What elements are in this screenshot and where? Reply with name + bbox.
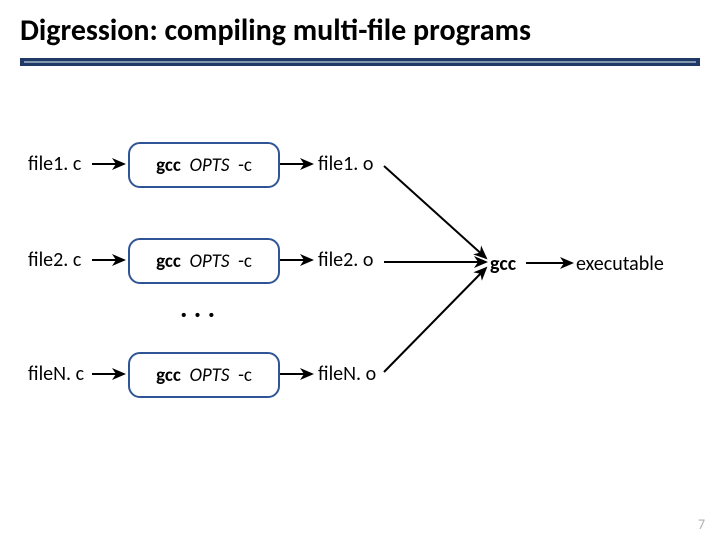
gcc-flag-2: -c [238,250,252,273]
source-file-n: fileN. c [28,362,84,386]
gcc-opts-n: OPTS [189,364,229,387]
gcc-flag-n: -c [238,364,252,387]
gcc-opts-1: OPTS [189,154,229,177]
title-underline-inner [24,61,696,63]
executable-label: executable [576,252,664,276]
gcc-compile-box-n: gcc OPTS -c [128,352,280,398]
object-file-n: fileN. o [318,362,376,386]
linker-gcc-label: gcc [490,252,516,276]
gcc-word-2: gcc [156,250,181,273]
object-file-2: file2. o [318,248,373,272]
ellipsis-dots: . . . [180,290,215,325]
source-file-2: file2. c [28,248,81,272]
slide-title: Digression: compiling multi-file program… [20,12,531,49]
gcc-word-1: gcc [156,154,181,177]
source-file-1: file1. c [28,152,81,176]
gcc-compile-box-2: gcc OPTS -c [128,238,280,284]
gcc-flag-1: -c [238,154,252,177]
gcc-word-n: gcc [156,364,181,387]
gcc-compile-box-1: gcc OPTS -c [128,142,280,188]
page-number: 7 [698,516,705,533]
object-file-1: file1. o [318,152,373,176]
gcc-opts-2: OPTS [189,250,229,273]
